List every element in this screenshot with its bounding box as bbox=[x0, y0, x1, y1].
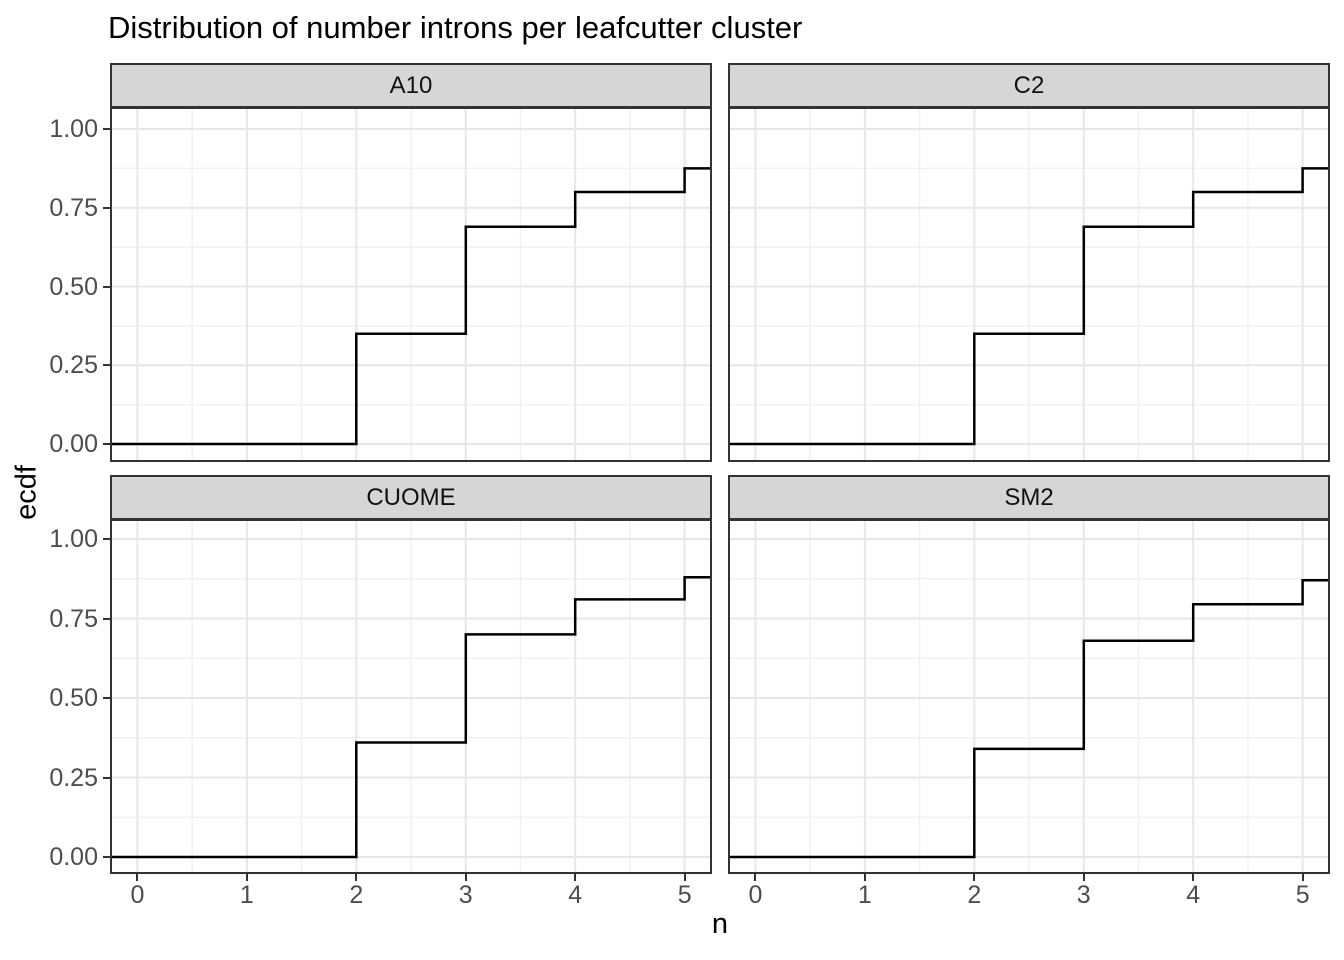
y-tick-mark bbox=[103, 856, 110, 858]
facet-panel-sm2 bbox=[728, 519, 1330, 874]
plot-title: Distribution of number introns per leafc… bbox=[108, 10, 803, 45]
ecdf-step-line bbox=[728, 579, 1330, 859]
facet-panel-cuome bbox=[110, 519, 712, 874]
ecdf-panel-canvas bbox=[728, 519, 1330, 874]
x-tick-label: 3 bbox=[1076, 881, 1091, 909]
y-tick-mark bbox=[103, 285, 110, 288]
y-tick-mark bbox=[103, 776, 110, 779]
panel-border bbox=[728, 107, 1330, 462]
x-tick-label: 0 bbox=[130, 881, 145, 909]
x-tick-mark bbox=[683, 874, 686, 881]
x-tick-mark bbox=[754, 874, 757, 881]
facet-panel-c2 bbox=[728, 107, 1330, 462]
facet-panel-a10 bbox=[110, 107, 712, 462]
y-tick-label: 0.75 bbox=[49, 193, 98, 222]
x-tick-label: 0 bbox=[748, 881, 763, 909]
y-tick-label: 0.50 bbox=[49, 272, 98, 301]
x-tick-label: 2 bbox=[967, 881, 982, 909]
x-tick-mark bbox=[973, 874, 976, 881]
x-tick-label: 3 bbox=[458, 881, 473, 909]
ecdf-step-line bbox=[110, 167, 712, 446]
y-tick-label: 0.25 bbox=[49, 351, 98, 380]
y-tick-mark bbox=[103, 206, 110, 209]
panel-border bbox=[110, 519, 712, 874]
ecdf-panel-canvas bbox=[110, 107, 712, 462]
x-tick-mark bbox=[1082, 874, 1085, 881]
panel-border bbox=[728, 519, 1330, 874]
panel-border bbox=[110, 107, 712, 462]
y-tick-mark bbox=[103, 617, 110, 620]
facet-strip-sm2: SM2 bbox=[728, 475, 1330, 520]
y-tick-mark bbox=[103, 443, 110, 445]
ecdf-panel-canvas bbox=[728, 107, 1330, 462]
x-tick-label: 2 bbox=[349, 881, 364, 909]
facet-strip-label: C2 bbox=[1013, 71, 1045, 99]
y-tick-label: 0.00 bbox=[49, 430, 98, 458]
x-tick-mark bbox=[863, 874, 866, 881]
y-tick-mark bbox=[103, 697, 110, 699]
x-tick-mark bbox=[1301, 874, 1304, 881]
x-tick-label: 5 bbox=[677, 881, 692, 909]
y-tick-mark bbox=[103, 128, 110, 130]
x-tick-mark bbox=[1192, 874, 1195, 881]
facet-strip-label: CUOME bbox=[366, 483, 456, 511]
y-tick-label: 0.00 bbox=[49, 843, 98, 871]
ecdf-step-line bbox=[728, 167, 1330, 446]
facet-strip-label: SM2 bbox=[1004, 483, 1054, 511]
facet-strip-c2: C2 bbox=[728, 63, 1330, 108]
facet-strip-a10: A10 bbox=[110, 63, 712, 108]
y-tick-label: 1.00 bbox=[49, 525, 98, 553]
x-tick-label: 1 bbox=[857, 881, 872, 909]
facet-strip-cuome: CUOME bbox=[110, 475, 712, 520]
x-tick-label: 1 bbox=[239, 881, 254, 909]
ecdf-step-line bbox=[110, 575, 712, 859]
y-tick-label: 0.75 bbox=[49, 604, 98, 633]
x-tick-mark bbox=[355, 874, 358, 881]
x-axis-title: n bbox=[711, 908, 729, 940]
facet-strip-label: A10 bbox=[389, 71, 433, 99]
y-tick-label: 1.00 bbox=[49, 115, 98, 143]
y-tick-label: 0.50 bbox=[49, 684, 98, 712]
x-tick-label: 4 bbox=[568, 881, 583, 909]
x-tick-mark bbox=[464, 874, 467, 881]
x-tick-mark bbox=[136, 874, 139, 881]
y-tick-label: 0.25 bbox=[49, 763, 98, 792]
y-tick-mark bbox=[103, 538, 110, 540]
x-tick-mark bbox=[574, 874, 577, 881]
x-tick-label: 4 bbox=[1186, 881, 1201, 909]
ecdf-panel-canvas bbox=[110, 519, 712, 874]
x-tick-mark bbox=[245, 874, 248, 881]
y-tick-mark bbox=[103, 364, 110, 367]
x-tick-label: 5 bbox=[1295, 881, 1310, 909]
